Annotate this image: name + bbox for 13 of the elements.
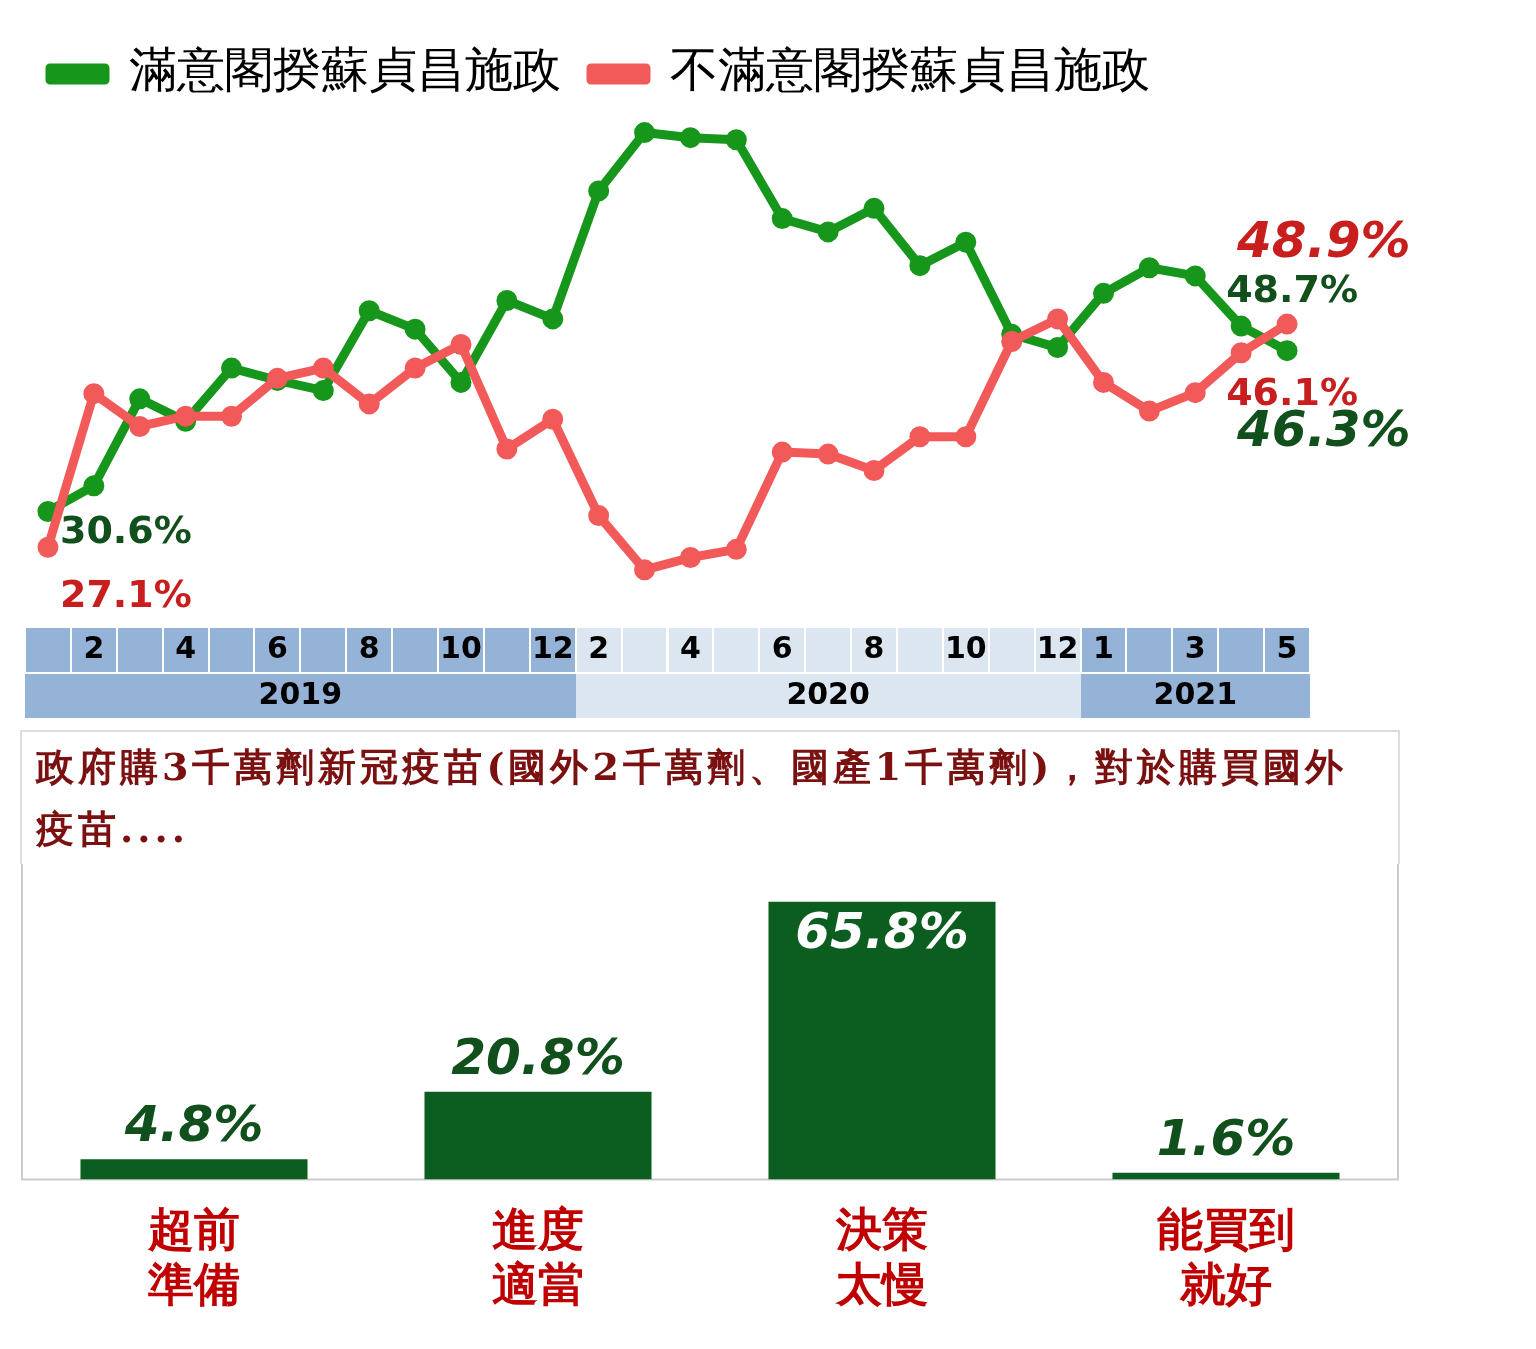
data-label: 1.6% — [1156, 1108, 1296, 1167]
data-label: 65.8% — [795, 901, 969, 960]
legend-label: 滿意閣揆蘇貞昌施政 — [129, 41, 561, 98]
chart-title: 政府購3千萬劑新冠疫苗(國外2千萬劑、國產1千萬劑)，對於購買國外疫苗.... — [20, 730, 1400, 864]
legend-label: 不滿意閣揆蘇貞昌施政 — [670, 41, 1150, 98]
x-tick-label: 進度適當 — [492, 1202, 584, 1312]
data-label: 4.8% — [123, 1095, 264, 1154]
data-label: 30.6% — [59, 508, 192, 553]
data-label: 27.1% — [59, 572, 192, 617]
x-tick-label: 決策太慢 — [834, 1202, 928, 1312]
x-tick-label: 超前準備 — [147, 1202, 240, 1312]
data-label: 20.8% — [451, 1027, 625, 1086]
x-tick-label: 能買到就好 — [1157, 1202, 1295, 1312]
